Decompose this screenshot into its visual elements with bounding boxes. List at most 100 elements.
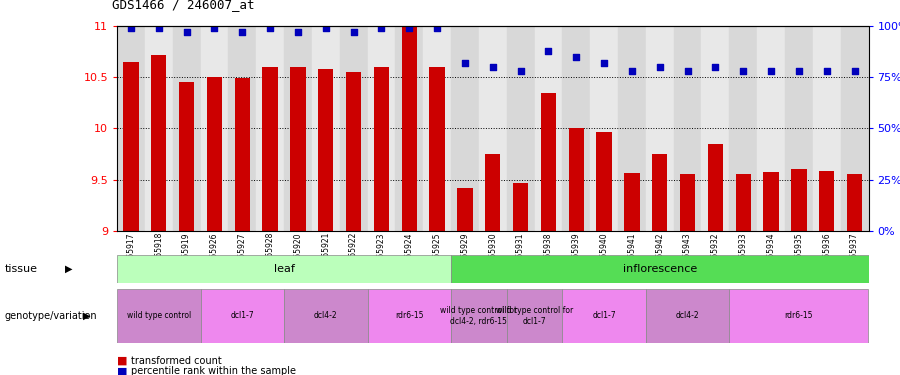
Bar — [423, 26, 451, 231]
Text: percentile rank within the sample: percentile rank within the sample — [130, 366, 295, 375]
Bar — [395, 26, 423, 231]
Text: rdr6-15: rdr6-15 — [395, 311, 424, 320]
Bar — [318, 69, 333, 231]
Bar — [367, 289, 451, 343]
Point — [402, 25, 417, 31]
Bar — [625, 173, 640, 231]
Bar — [535, 26, 562, 231]
Bar — [562, 26, 590, 231]
Point — [458, 60, 473, 66]
Bar — [590, 26, 618, 231]
Bar — [179, 82, 194, 231]
Point — [625, 68, 639, 74]
Bar — [729, 26, 757, 231]
Point — [708, 64, 723, 70]
Bar — [729, 289, 868, 343]
Text: tissue: tissue — [4, 264, 38, 274]
Bar — [151, 55, 166, 231]
Point — [151, 25, 166, 31]
Bar — [541, 93, 556, 231]
Point — [235, 29, 249, 35]
Bar — [263, 67, 278, 231]
Text: wild type control for
dcl4-2, rdr6-15: wild type control for dcl4-2, rdr6-15 — [440, 306, 517, 326]
Bar — [367, 26, 395, 231]
Bar — [451, 255, 868, 283]
Bar — [229, 26, 256, 231]
Bar — [847, 174, 862, 231]
Point — [764, 68, 778, 74]
Bar — [707, 144, 723, 231]
Bar — [479, 26, 507, 231]
Bar — [652, 154, 668, 231]
Bar — [819, 171, 834, 231]
Point — [541, 48, 555, 54]
Point — [346, 29, 361, 35]
Text: ▶: ▶ — [65, 264, 72, 274]
Point — [207, 25, 221, 31]
Bar — [235, 78, 250, 231]
Bar — [374, 67, 389, 231]
Point — [123, 25, 138, 31]
Bar — [201, 289, 284, 343]
Bar — [674, 26, 701, 231]
Point — [263, 25, 277, 31]
Point — [792, 68, 806, 74]
Bar — [569, 128, 584, 231]
Bar — [485, 154, 500, 231]
Text: genotype/variation: genotype/variation — [4, 311, 97, 321]
Bar — [207, 77, 222, 231]
Bar — [451, 289, 507, 343]
Point — [848, 68, 862, 74]
Point — [319, 25, 333, 31]
Bar — [401, 26, 417, 231]
Text: wild type control for
dcl1-7: wild type control for dcl1-7 — [496, 306, 573, 326]
Bar — [813, 26, 841, 231]
Bar — [701, 26, 729, 231]
Bar — [284, 26, 311, 231]
Text: dcl4-2: dcl4-2 — [676, 311, 699, 320]
Text: wild type control: wild type control — [127, 311, 191, 320]
Bar — [507, 26, 535, 231]
Bar — [201, 26, 229, 231]
Text: GDS1466 / 246007_at: GDS1466 / 246007_at — [112, 0, 255, 11]
Text: leaf: leaf — [274, 264, 294, 274]
Bar — [123, 62, 139, 231]
Bar — [562, 289, 646, 343]
Point — [179, 29, 194, 35]
Text: dcl1-7: dcl1-7 — [592, 311, 616, 320]
Bar — [841, 26, 868, 231]
Point — [374, 25, 389, 31]
Bar — [346, 72, 361, 231]
Text: dcl1-7: dcl1-7 — [230, 311, 254, 320]
Text: ■: ■ — [117, 356, 128, 366]
Bar — [311, 26, 339, 231]
Bar — [291, 67, 306, 231]
Bar — [256, 26, 284, 231]
Bar — [507, 289, 562, 343]
Bar — [791, 170, 806, 231]
Bar — [646, 289, 729, 343]
Bar — [646, 26, 674, 231]
Point — [291, 29, 305, 35]
Point — [513, 68, 527, 74]
Text: ■: ■ — [117, 366, 128, 375]
Point — [680, 68, 695, 74]
Text: ▶: ▶ — [83, 311, 90, 321]
Point — [597, 60, 611, 66]
Bar — [457, 188, 472, 231]
Point — [736, 68, 751, 74]
Bar — [513, 183, 528, 231]
Bar — [429, 67, 445, 231]
Bar — [451, 26, 479, 231]
Bar — [680, 174, 695, 231]
Bar — [339, 26, 367, 231]
Bar — [117, 26, 145, 231]
Bar — [757, 26, 785, 231]
Bar — [763, 172, 778, 231]
Bar — [284, 289, 367, 343]
Text: inflorescence: inflorescence — [623, 264, 697, 274]
Point — [486, 64, 500, 70]
Bar — [117, 255, 451, 283]
Text: transformed count: transformed count — [130, 356, 221, 366]
Bar — [597, 132, 612, 231]
